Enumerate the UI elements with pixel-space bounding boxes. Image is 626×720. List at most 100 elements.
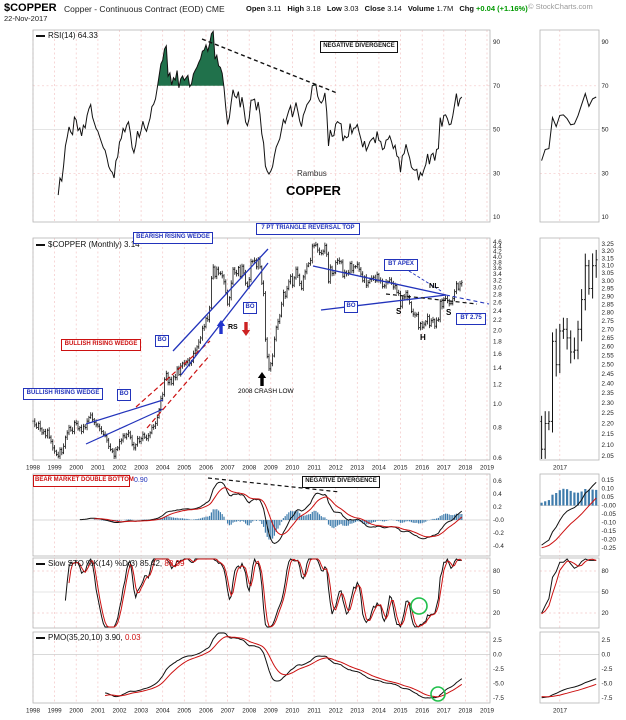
price-bar-swatch <box>36 244 45 246</box>
svg-text:-0.25: -0.25 <box>602 545 617 552</box>
svg-text:2.8: 2.8 <box>493 292 502 299</box>
svg-text:4.0: 4.0 <box>493 254 502 261</box>
svg-text:90: 90 <box>493 39 501 46</box>
svg-text:2014: 2014 <box>372 708 387 715</box>
chg-value: +0.04 (+1.16%) <box>476 4 528 13</box>
svg-text:2005: 2005 <box>177 465 192 472</box>
pmo-label: PMO(35,20,10) 3.90, 0.03 <box>36 633 141 642</box>
price-value: 3.14 <box>124 240 140 249</box>
svg-text:4.2: 4.2 <box>493 249 502 256</box>
sto-line-swatch <box>36 563 45 565</box>
annotation-shapes <box>85 38 490 702</box>
svg-text:50: 50 <box>493 127 501 134</box>
sto-name: Slow STO %K(14) %D(3) <box>48 559 138 568</box>
svg-text:2015: 2015 <box>393 708 408 715</box>
svg-text:3.6: 3.6 <box>493 265 502 272</box>
svg-text:2.05: 2.05 <box>602 453 615 460</box>
svg-text:20: 20 <box>493 610 501 617</box>
axis-labels: 907050301090705030104.64.44.24.03.83.63.… <box>26 39 616 715</box>
svg-text:1.4: 1.4 <box>493 365 502 372</box>
price-name: $COPPER (Monthly) <box>48 240 122 249</box>
svg-text:2013: 2013 <box>350 708 365 715</box>
svg-text:2013: 2013 <box>350 465 365 472</box>
svg-text:3.10: 3.10 <box>602 263 615 270</box>
svg-text:2.95: 2.95 <box>602 286 615 293</box>
svg-text:2018: 2018 <box>458 465 473 472</box>
svg-text:2007: 2007 <box>221 465 236 472</box>
chart-date: 22-Nov-2017 <box>4 14 48 23</box>
svg-text:10: 10 <box>602 214 610 221</box>
svg-text:0.0: 0.0 <box>602 652 611 659</box>
stochastic-label: Slow STO %K(14) %D(3) 85.42, 88.09 <box>36 559 184 568</box>
pmo-signal-value: 0.03 <box>124 633 141 642</box>
svg-text:2017: 2017 <box>437 708 452 715</box>
svg-text:50: 50 <box>602 127 610 134</box>
svg-text:2005: 2005 <box>177 708 192 715</box>
svg-text:-5.0: -5.0 <box>493 681 504 688</box>
svg-text:2002: 2002 <box>112 708 127 715</box>
svg-text:2016: 2016 <box>415 708 430 715</box>
svg-text:4.6: 4.6 <box>493 239 502 246</box>
svg-text:3.20: 3.20 <box>602 248 615 255</box>
svg-text:2.70: 2.70 <box>602 326 615 333</box>
svg-text:2.35: 2.35 <box>602 390 615 397</box>
annotation-rs-up-arrow <box>216 320 226 334</box>
svg-text:2003: 2003 <box>134 708 149 715</box>
svg-text:0.2: 0.2 <box>493 504 502 511</box>
quote-summary: Open 3.11 High 3.18 Low 3.03 Close 3.14 … <box>246 4 528 13</box>
svg-text:10: 10 <box>493 214 501 221</box>
svg-text:-0.20: -0.20 <box>602 537 617 544</box>
svg-text:-0.15: -0.15 <box>602 528 617 535</box>
svg-text:-2.5: -2.5 <box>602 666 613 673</box>
svg-text:2.55: 2.55 <box>602 353 615 360</box>
svg-text:1.0: 1.0 <box>493 401 502 408</box>
open-label: Open <box>246 4 266 13</box>
svg-text:-0.05: -0.05 <box>602 511 617 518</box>
svg-text:2.30: 2.30 <box>602 400 615 407</box>
low-label: Low <box>326 4 342 13</box>
svg-text:2009: 2009 <box>264 708 279 715</box>
svg-text:2.65: 2.65 <box>602 335 615 342</box>
svg-text:1999: 1999 <box>48 708 63 715</box>
svg-text:2008: 2008 <box>242 465 257 472</box>
svg-text:20: 20 <box>602 610 610 617</box>
svg-text:1.6: 1.6 <box>493 351 502 358</box>
svg-text:-0.10: -0.10 <box>602 520 617 527</box>
svg-text:-2.5: -2.5 <box>493 666 504 673</box>
mini-charts <box>540 91 598 699</box>
svg-text:80: 80 <box>493 568 501 575</box>
annotation-crash-arrow <box>257 372 267 386</box>
low-value: 3.03 <box>343 4 359 13</box>
svg-text:2008: 2008 <box>242 708 257 715</box>
svg-text:2010: 2010 <box>285 708 300 715</box>
svg-text:80: 80 <box>602 568 610 575</box>
copyright: © StockCharts.com <box>528 2 593 11</box>
svg-text:30: 30 <box>493 170 501 177</box>
rsi-line-swatch <box>36 35 45 37</box>
svg-text:2006: 2006 <box>199 465 214 472</box>
svg-text:2.85: 2.85 <box>602 301 615 308</box>
svg-text:-0.00: -0.00 <box>602 503 617 510</box>
svg-text:2.75: 2.75 <box>602 318 615 325</box>
chg-label: Chg <box>459 4 474 13</box>
svg-text:2007: 2007 <box>221 708 236 715</box>
svg-text:2015: 2015 <box>393 465 408 472</box>
rsi-label: RSI(14) 64.33 <box>36 31 98 40</box>
stochastic-series <box>64 557 463 629</box>
svg-text:2.0: 2.0 <box>493 327 502 334</box>
svg-text:0.6: 0.6 <box>493 478 502 485</box>
svg-text:2001: 2001 <box>91 465 106 472</box>
svg-text:2018: 2018 <box>458 708 473 715</box>
svg-text:90: 90 <box>602 39 610 46</box>
svg-text:2006: 2006 <box>199 708 214 715</box>
svg-text:2.60: 2.60 <box>602 344 615 351</box>
svg-text:3.05: 3.05 <box>602 270 615 277</box>
svg-text:2.90: 2.90 <box>602 293 615 300</box>
high-label: High <box>287 4 305 13</box>
close-value: 3.14 <box>387 4 402 13</box>
svg-text:70: 70 <box>493 83 501 90</box>
svg-text:2017: 2017 <box>553 708 568 715</box>
svg-text:0.15: 0.15 <box>602 477 615 484</box>
svg-text:2.40: 2.40 <box>602 380 615 387</box>
rsi-value: 64.33 <box>77 31 98 40</box>
